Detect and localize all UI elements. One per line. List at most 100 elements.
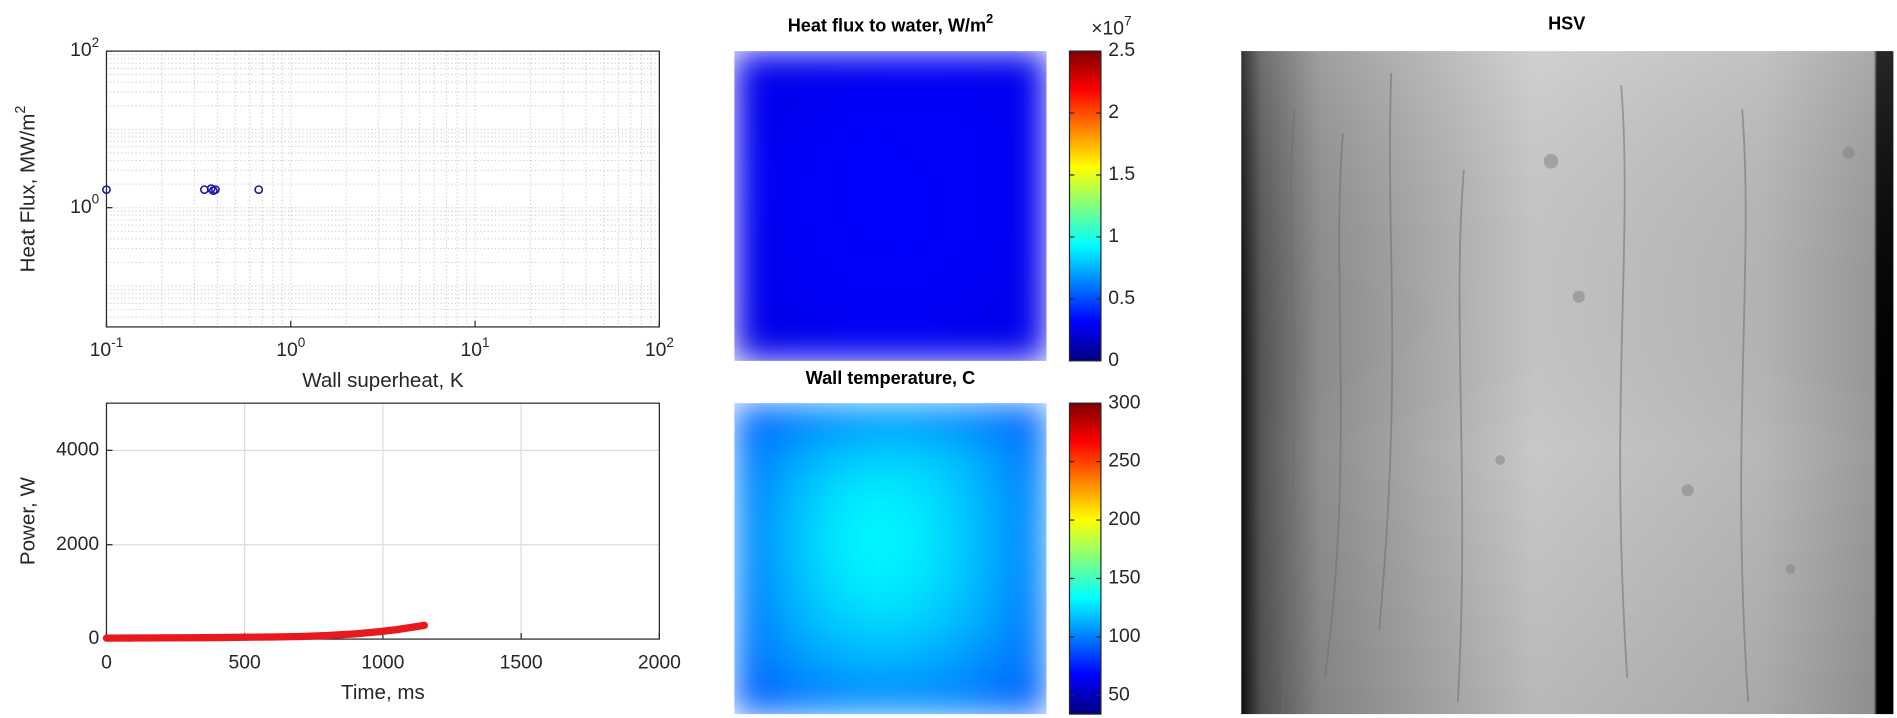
heatmap-cell xyxy=(942,257,996,310)
heatmap-cell xyxy=(773,442,814,482)
heatmap-cell xyxy=(994,205,1047,259)
x-tick-label: 100 xyxy=(276,335,305,361)
heatmap-cell xyxy=(838,257,892,310)
heatmap-cell xyxy=(734,51,788,104)
hsv-title: HSV xyxy=(1548,13,1585,33)
colorbar-tick-label: 250 xyxy=(1108,450,1140,472)
heatmap-cell xyxy=(942,309,996,361)
heatmap-cell xyxy=(968,403,1009,443)
heatmap-cell xyxy=(734,597,775,638)
heatmap-cell xyxy=(734,675,775,715)
heatmap-cell xyxy=(773,480,814,521)
heatmap-cell xyxy=(968,519,1009,560)
heatmap-cell xyxy=(851,558,892,599)
heatmap-cell xyxy=(994,309,1047,361)
y-tick-label: 100 xyxy=(70,192,99,218)
heatmap-cell xyxy=(734,558,775,599)
heatmap-cell xyxy=(812,403,853,443)
colorbar-tick-label: 0.5 xyxy=(1108,287,1135,309)
heatmap-cell xyxy=(851,442,892,482)
heatmap-cell xyxy=(1007,558,1047,599)
colorbar-exponent: ×107 xyxy=(1091,13,1131,39)
plot-area xyxy=(106,51,660,327)
heatmap-cell xyxy=(942,205,996,259)
heatmap-cell xyxy=(812,675,853,715)
heatmap-cell xyxy=(929,442,970,482)
heatmap-cell xyxy=(838,102,892,156)
heatmap-cell xyxy=(890,597,931,638)
heatmap-cell xyxy=(812,442,853,482)
heatmap-cell xyxy=(851,480,892,521)
y-tick-label: 102 xyxy=(70,35,99,61)
heatmap-title: Wall temperature, C xyxy=(806,368,976,388)
heatmap-cell xyxy=(812,519,853,560)
heatmap-cell xyxy=(1007,636,1047,676)
x-tick-label: 102 xyxy=(645,335,674,361)
heatmap-cell xyxy=(929,597,970,638)
heatmap-cells xyxy=(734,51,1047,361)
heatmap-cell xyxy=(773,636,814,676)
heatmap-cell xyxy=(812,480,853,521)
colorbar-tick-label: 2 xyxy=(1108,101,1119,123)
heatmap-cell xyxy=(1007,442,1047,482)
heatmap-cell xyxy=(968,558,1009,599)
heatmap-cell xyxy=(968,442,1009,482)
heatmap-cell xyxy=(838,51,892,104)
scatter-point xyxy=(102,185,111,195)
colorbar-tick-label: 1 xyxy=(1108,225,1119,247)
heatmap-cell xyxy=(786,309,840,361)
heatmap-cell xyxy=(851,675,892,715)
heatmap-cell xyxy=(994,102,1047,156)
x-axis-label: Time, ms xyxy=(341,681,425,704)
heatmap-cell xyxy=(786,257,840,310)
heatmap-cell xyxy=(786,154,840,207)
colorbar-tick-label: 50 xyxy=(1108,683,1130,705)
heatmap-cell xyxy=(942,154,996,207)
heatmap-cell xyxy=(773,519,814,560)
heatmap-cell xyxy=(786,51,840,104)
axes-box xyxy=(105,402,660,640)
heatmap-cell xyxy=(929,636,970,676)
heatmap-cell xyxy=(942,102,996,156)
colorbar-tick-label: 100 xyxy=(1108,625,1140,647)
heatmap-cell xyxy=(773,403,814,443)
colorbar-tick-label: 2.5 xyxy=(1108,39,1135,61)
heatmap-cell xyxy=(773,675,814,715)
heatmap-cell xyxy=(838,154,892,207)
heatmap-cell xyxy=(812,597,853,638)
heatmap-cell xyxy=(1007,403,1047,443)
heatmap-cell xyxy=(812,558,853,599)
heatmap-cells xyxy=(734,403,1047,715)
heatmap-cell xyxy=(838,309,892,361)
colorbar-tick-label: 150 xyxy=(1108,567,1140,589)
x-tick-label: 1500 xyxy=(500,651,543,673)
heatmap-cell xyxy=(890,309,944,361)
heatmap-cell xyxy=(994,154,1047,207)
heatmap-cell xyxy=(890,257,944,310)
heatmap-cell xyxy=(734,205,788,259)
heatmap-cell xyxy=(1007,675,1047,715)
hsv-shade xyxy=(1241,51,1894,715)
heatmap-cell xyxy=(890,480,931,521)
heatmap-cell xyxy=(734,154,788,207)
heatmap-cell xyxy=(734,257,788,310)
heatmap-cell xyxy=(1007,597,1047,638)
heatmap-cell xyxy=(734,519,775,560)
colorbar xyxy=(1068,50,1102,362)
y-tick-label: 0 xyxy=(88,627,99,649)
y-axis-label: Heat Flux, MW/m2 xyxy=(13,106,40,273)
heatmap-cell xyxy=(890,51,944,104)
colorbar xyxy=(1068,402,1102,715)
heatmap-cell xyxy=(851,636,892,676)
heatmap-cell xyxy=(734,636,775,676)
heatmap-cell xyxy=(890,442,931,482)
heatmap-cell xyxy=(890,636,931,676)
axes-box xyxy=(105,50,660,328)
colorbar-tick-label: 1.5 xyxy=(1108,163,1135,185)
heatmap-cell xyxy=(1007,519,1047,560)
x-tick-label: 10-1 xyxy=(90,335,124,361)
heatmap-cell xyxy=(838,205,892,259)
